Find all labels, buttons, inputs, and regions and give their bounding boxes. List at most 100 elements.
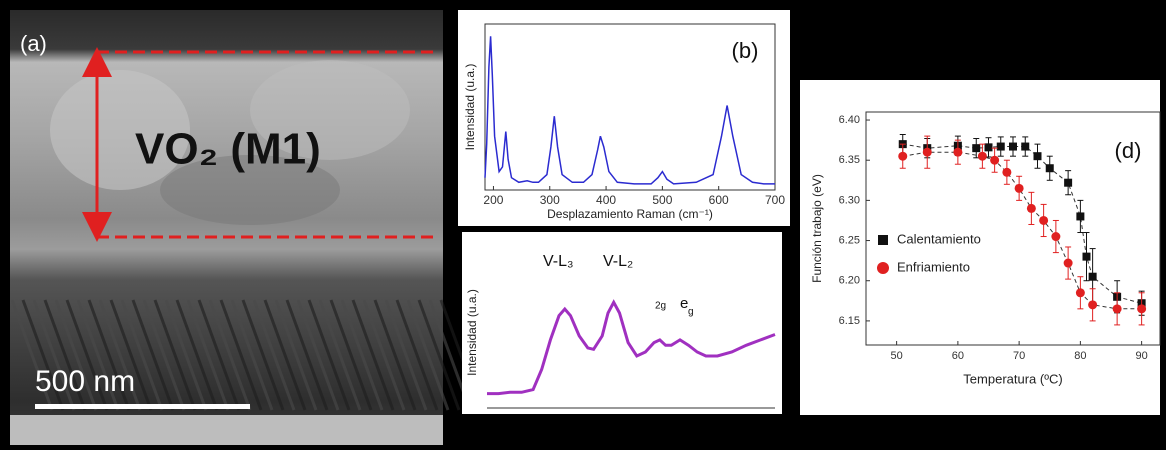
texture: [43, 299, 87, 411]
y-tick-label: 6.40: [839, 114, 860, 126]
texture: [10, 299, 54, 411]
texture: [175, 299, 219, 411]
legend-label: Enfriamiento: [897, 259, 970, 274]
x-tick-label: 300: [540, 193, 560, 207]
texture: [274, 299, 318, 411]
texture: [219, 299, 263, 411]
spectrum-line: [487, 299, 776, 396]
texture: [54, 299, 98, 411]
label-box: [700, 276, 740, 310]
y-tick-label: 6.25: [839, 234, 860, 246]
legend-label: Calentamiento: [897, 231, 981, 246]
x-tick-label: 400: [596, 193, 616, 207]
substrate: [10, 415, 443, 445]
texture: [329, 299, 373, 411]
peak-label: V-L₃: [543, 253, 574, 270]
point: [1045, 164, 1054, 173]
peak-label: e: [680, 295, 688, 312]
texture: [186, 299, 230, 411]
texture: [98, 299, 142, 411]
texture: [384, 299, 428, 411]
texture: [65, 299, 109, 411]
texture: [318, 299, 362, 411]
x-tick-label: 80: [1074, 350, 1086, 362]
legend-marker: [878, 235, 888, 245]
point: [1002, 167, 1012, 177]
point: [1026, 203, 1036, 213]
point: [1112, 304, 1122, 314]
grain: [160, 155, 340, 225]
texture: [263, 299, 307, 411]
texture: [285, 299, 329, 411]
x-axis-label: Temperatura (ºC): [963, 371, 1062, 386]
texture: [296, 299, 340, 411]
point: [984, 143, 993, 152]
tem-image: (a) VO₂ (M1) 500 nm: [10, 10, 483, 445]
point: [1021, 142, 1030, 151]
label-box: [540, 248, 582, 278]
point: [1064, 178, 1073, 187]
point: [1039, 215, 1049, 225]
point: [922, 147, 932, 157]
texture: [340, 299, 384, 411]
panel-d-bg: [800, 80, 1160, 415]
texture: [307, 299, 351, 411]
point: [1137, 304, 1147, 314]
panel-label: (b): [732, 38, 759, 63]
fit-line: [902, 143, 1142, 304]
point: [1033, 152, 1042, 161]
x-tick-label: 90: [1136, 350, 1148, 362]
label-box: [658, 292, 698, 314]
x-tick-label: 200: [483, 193, 503, 207]
point: [996, 142, 1005, 151]
plot-frame: [865, 111, 1161, 346]
texture: [406, 299, 450, 411]
spectrum-line: [484, 36, 775, 185]
y-axis-label: Intensidad (u.a.): [463, 64, 477, 151]
y-tick-label: 6.20: [839, 275, 860, 287]
texture: [21, 299, 65, 411]
point: [1088, 300, 1098, 310]
phase-label: VO₂ (M1): [135, 125, 321, 174]
texture: [120, 299, 164, 411]
scale-bar: [35, 404, 250, 409]
peak-label: V-L₂: [603, 253, 633, 270]
point: [898, 151, 908, 161]
point: [1082, 252, 1091, 261]
plot-frame: [484, 23, 776, 191]
y-axis-label: Intensidad (u.a.): [465, 289, 479, 376]
texture: [208, 299, 252, 411]
y-tick-label: 6.30: [839, 194, 860, 206]
point: [953, 147, 963, 157]
x-axis-label: Desplazamiento Raman (cm⁻¹): [547, 207, 713, 221]
point: [1009, 142, 1017, 151]
texture: [109, 299, 153, 411]
texture: [164, 299, 208, 411]
texture: [87, 299, 131, 411]
y-tick-label: 6.35: [839, 154, 860, 166]
point: [1075, 288, 1085, 298]
point: [1014, 183, 1024, 193]
x-tick-label: 70: [1013, 350, 1025, 362]
point: [1076, 212, 1085, 221]
texture: [373, 299, 417, 411]
texture: [230, 299, 274, 411]
texture: [131, 299, 175, 411]
y-tick-label: 6.15: [839, 315, 860, 327]
peak-label: g: [688, 307, 694, 318]
label-box: [601, 248, 651, 278]
texture: [395, 299, 439, 411]
texture: [32, 299, 76, 411]
texture: [197, 299, 241, 411]
texture: [417, 299, 461, 411]
point: [1063, 258, 1073, 268]
texture: [76, 299, 120, 411]
texture: [142, 299, 186, 411]
point: [1051, 232, 1061, 242]
panel-label: (d): [1115, 138, 1142, 163]
texture: [153, 299, 197, 411]
point: [972, 144, 981, 153]
x-tick-label: 600: [709, 193, 729, 207]
